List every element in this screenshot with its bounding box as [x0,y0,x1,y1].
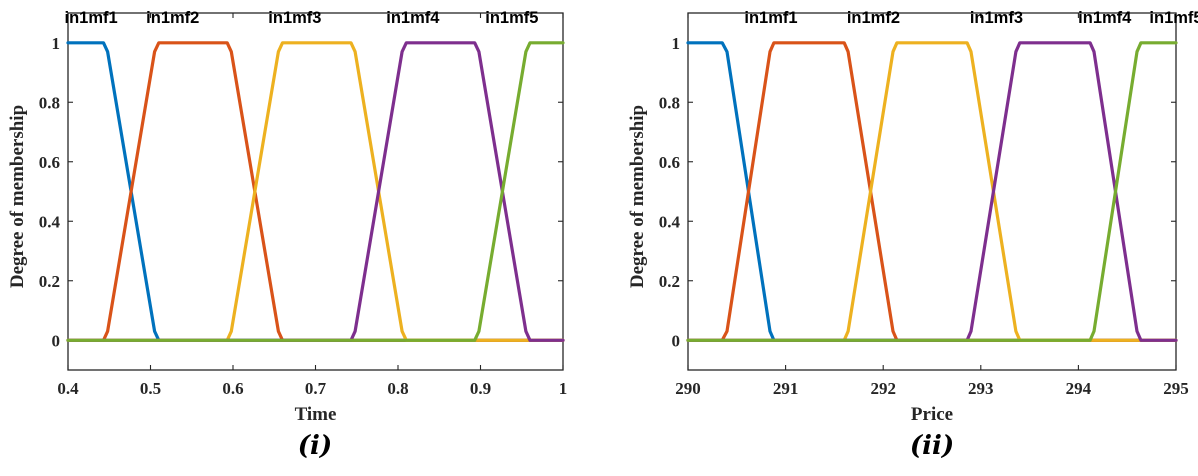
series-line-in1mf1 [66,41,565,342]
series-line-in1mf5 [66,41,565,342]
y-tick-label: 0.6 [659,153,680,172]
y-axis-label: Degree of membership [7,105,28,288]
mf-label-in1mf2: in1mf2 [146,9,199,27]
panel-caption: (ii) [910,431,954,461]
mf-label-in1mf5: in1mf5 [1149,9,1198,27]
y-tick-label: 0.8 [39,93,60,112]
plot-frame [687,12,1177,371]
mf-label-in1mf1: in1mf1 [744,9,797,27]
x-axis-label: Time [295,404,337,425]
series-line-in1mf2 [66,41,565,342]
panel-caption: (i) [298,431,332,461]
x-tick-label: 294 [1066,379,1092,398]
y-tick-label: 0.2 [39,272,60,291]
x-axis-label: Price [911,404,953,425]
y-tick-label: 0.4 [659,212,681,231]
chart-panel-2: 0 0.2 0.4 0.6 0.8 1 290 291 292 293 294 295 in1mf1 in… [627,9,1198,461]
y-tick-label: 0 [52,331,61,350]
x-tick-label: 0.4 [57,379,79,398]
x-tick-label: 291 [773,379,799,398]
mf-label-in1mf4: in1mf4 [1078,9,1132,27]
y-tick-label: 0.8 [659,93,680,112]
x-tick-label: 293 [968,379,994,398]
mf-label-in1mf1: in1mf1 [65,9,118,27]
series-line-in1mf4 [66,41,565,342]
y-tick-label: 1 [672,34,681,53]
x-tick-label: 290 [675,379,701,398]
x-tick-label: 1 [559,379,568,398]
y-tick-label: 1 [52,34,61,53]
x-tick-label: 295 [1163,379,1189,398]
mf-label-in1mf3: in1mf3 [268,9,321,27]
x-tick-label: 292 [870,379,896,398]
x-tick-label: 0.5 [140,379,161,398]
y-tick-label: 0.6 [39,153,60,172]
mf-label-in1mf3: in1mf3 [970,9,1023,27]
series-line-in1mf2 [686,41,1178,342]
x-tick-label: 0.8 [387,379,408,398]
y-tick-label: 0.4 [39,212,61,231]
mf-label-in1mf4: in1mf4 [386,9,440,27]
mf-label-in1mf5: in1mf5 [485,9,538,27]
x-tick-label: 0.7 [305,379,327,398]
y-tick-label: 0.2 [659,272,680,291]
x-tick-label: 0.9 [470,379,491,398]
y-tick-label: 0 [672,331,681,350]
plot-frame [67,12,564,371]
series-line-in1mf3 [66,41,565,342]
y-axis-label: Degree of membership [627,105,648,288]
series-line-in1mf4 [686,41,1178,342]
series-line-in1mf1 [686,41,1178,342]
series-line-in1mf5 [686,41,1178,342]
mf-label-in1mf2: in1mf2 [847,9,900,27]
x-tick-label: 0.6 [222,379,243,398]
series-line-in1mf3 [686,41,1178,342]
